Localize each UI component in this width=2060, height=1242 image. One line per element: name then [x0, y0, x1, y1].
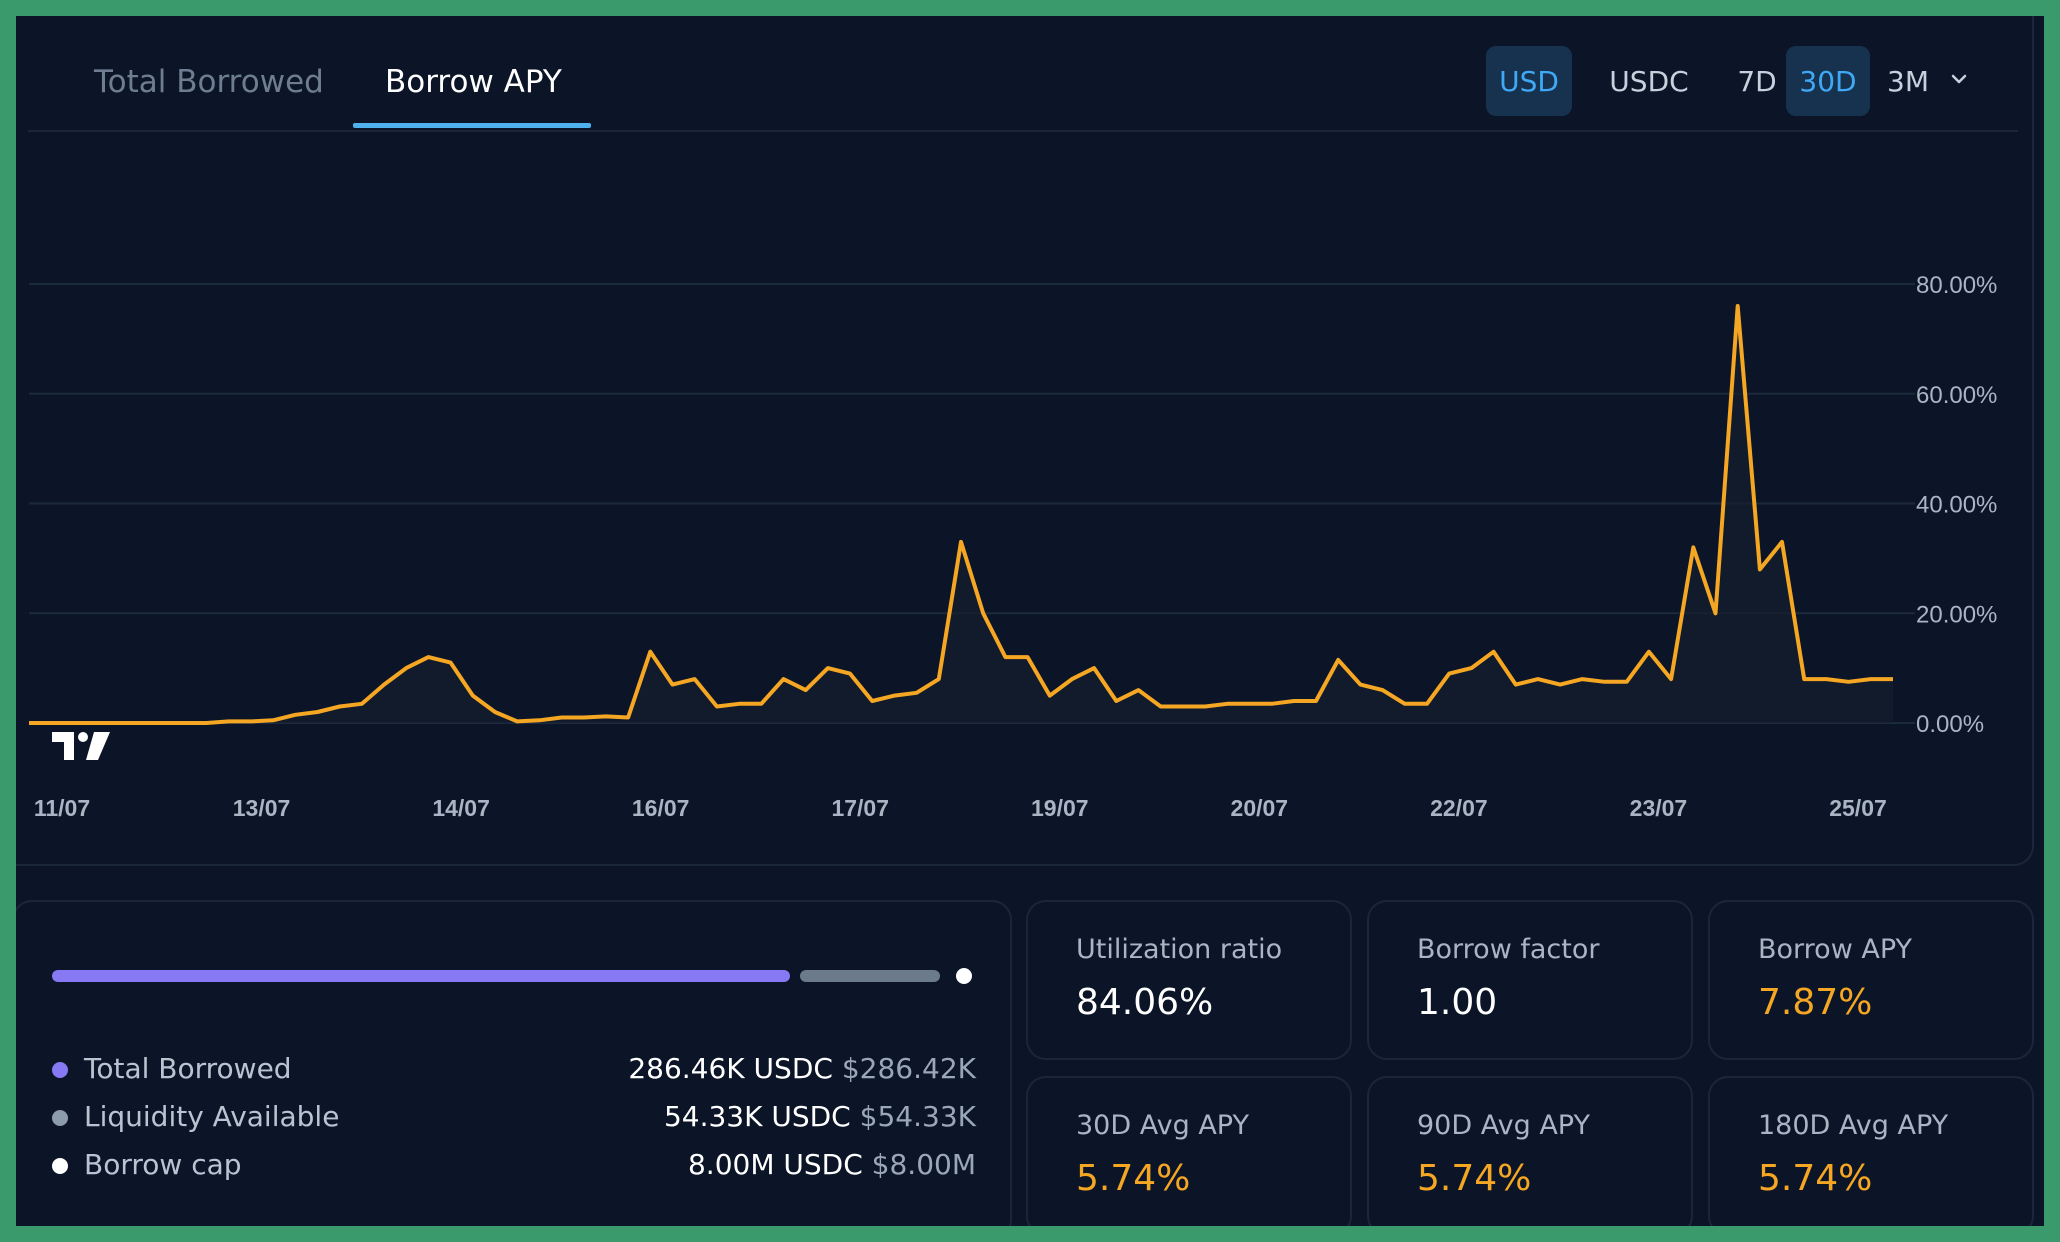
stat-utilization-ratio: Utilization ratio 84.06%	[1026, 900, 1352, 1060]
range-3m-button[interactable]: 3M	[1887, 64, 1929, 98]
series-area	[29, 306, 1893, 723]
x-tick-label: 14/07	[432, 795, 490, 821]
borrowed-bar	[52, 970, 790, 982]
liquidity-dot-icon	[52, 1110, 68, 1126]
borrow-apy-chart: 0.00% 20.00% 40.00% 60.00% 80.00% 11/07 13/07 1…	[29, 272, 1997, 821]
stat-90d-avg-apy: 90D Avg APY 5.74%	[1367, 1076, 1693, 1226]
legend-row-borrow-cap: Borrow cap 8.00M USDC $8.00M	[52, 1144, 976, 1188]
stat-label: Borrow APY	[1758, 934, 1913, 965]
legend-value: 8.00M USDC $8.00M	[687, 1148, 976, 1181]
stat-label: 180D Avg APY	[1758, 1110, 1949, 1141]
x-tick-label: 16/07	[632, 795, 690, 821]
x-tick-label: 22/07	[1430, 795, 1488, 821]
borrowed-dot-icon	[52, 1062, 68, 1078]
legend-label: Liquidity Available	[84, 1100, 340, 1133]
borrow-cap-marker	[956, 968, 972, 984]
stat-value: 5.74%	[1758, 1158, 1873, 1199]
stat-value: 84.06%	[1076, 982, 1214, 1023]
stat-180d-avg-apy: 180D Avg APY 5.74%	[1708, 1076, 2034, 1226]
range-30d-button[interactable]: 30D	[1786, 46, 1870, 116]
y-tick-label: 60.00%	[1916, 382, 1997, 409]
stat-borrow-factor: Borrow factor 1.00	[1367, 900, 1693, 1060]
stat-value: 5.74%	[1076, 1158, 1191, 1199]
range-7d-button[interactable]: 7D	[1737, 64, 1777, 98]
x-tick-label: 11/07	[34, 795, 90, 821]
borrow-panel: Total Borrowed Borrow APY USD USDC 7D 30…	[16, 16, 2044, 1226]
tab-total-borrowed[interactable]: Total Borrowed	[94, 64, 324, 100]
chart-card: Total Borrowed Borrow APY USD USDC 7D 30…	[16, 16, 2034, 866]
legend-label: Borrow cap	[84, 1148, 242, 1181]
liquidity-card: Total Borrowed 286.46K USDC $286.42K Liq…	[16, 900, 1012, 1226]
liquidity-bar	[800, 970, 940, 982]
x-tick-label: 19/07	[1031, 795, 1089, 821]
chevron-down-icon[interactable]	[1946, 66, 1972, 92]
x-tick-label: 20/07	[1231, 795, 1289, 821]
stat-label: Utilization ratio	[1076, 934, 1283, 965]
x-tick-label: 17/07	[831, 795, 889, 821]
legend-value: 54.33K USDC $54.33K	[663, 1100, 976, 1133]
stat-borrow-apy: Borrow APY 7.87%	[1708, 900, 2034, 1060]
active-tab-indicator	[353, 123, 591, 128]
stat-value: 1.00	[1417, 982, 1498, 1023]
stat-value: 5.74%	[1417, 1158, 1532, 1199]
cap-dot-icon	[52, 1158, 68, 1174]
stat-label: Borrow factor	[1417, 934, 1600, 965]
stat-label: 30D Avg APY	[1076, 1110, 1249, 1141]
tab-borrow-apy[interactable]: Borrow APY	[385, 64, 562, 100]
stat-value: 7.87%	[1758, 982, 1873, 1023]
y-tick-label: 20.00%	[1916, 601, 1997, 628]
stat-30d-avg-apy: 30D Avg APY 5.74%	[1026, 1076, 1352, 1226]
x-tick-label: 23/07	[1630, 795, 1688, 821]
legend-row-liquidity-available: Liquidity Available 54.33K USDC $54.33K	[52, 1096, 976, 1140]
legend-value: 286.46K USDC $286.42K	[628, 1052, 976, 1085]
x-tick-label: 13/07	[233, 795, 291, 821]
y-tick-label: 0.00%	[1916, 711, 1984, 738]
currency-usdc-button[interactable]: USDC	[1609, 64, 1689, 98]
x-tick-label: 25/07	[1829, 795, 1887, 821]
tradingview-logo-icon	[52, 732, 110, 760]
stat-label: 90D Avg APY	[1417, 1110, 1590, 1141]
legend-label: Total Borrowed	[84, 1052, 292, 1085]
tabs-divider	[28, 130, 2018, 132]
y-tick-label: 40.00%	[1916, 492, 1997, 519]
currency-usd-button[interactable]: USD	[1486, 46, 1572, 116]
y-tick-label: 80.00%	[1916, 272, 1997, 299]
legend-row-total-borrowed: Total Borrowed 286.46K USDC $286.42K	[52, 1048, 976, 1092]
series-line	[29, 304, 1893, 725]
